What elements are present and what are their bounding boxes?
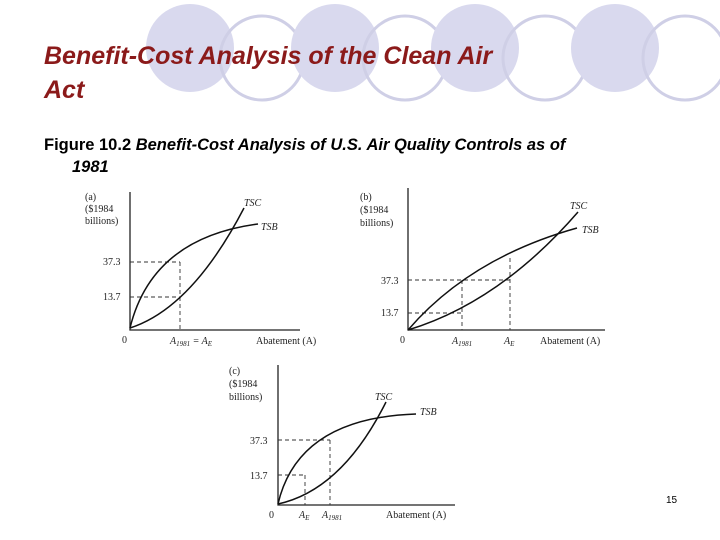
x-tick-label: A1981 = AE (169, 336, 213, 348)
guide-lines (408, 258, 511, 330)
y-tick-label: 13.7 (381, 308, 399, 319)
tick-sub: 1981 (458, 340, 472, 348)
tick-sub: E (207, 340, 213, 348)
x-tick-label: A1981 (451, 336, 472, 348)
curve-label: TSC (244, 198, 262, 209)
circle (291, 4, 379, 92)
panel-label: (b) (360, 192, 372, 203)
page-number: 15 (666, 495, 678, 506)
x-tick-label: AE (503, 336, 515, 348)
y-tick-label: 37.3 (250, 436, 268, 447)
tick-text: A (298, 510, 306, 521)
y-axis-label: billions) (229, 392, 262, 403)
curve-label: TSC (375, 392, 393, 403)
origin-label: 0 (269, 510, 274, 521)
panel-label: (a) (85, 192, 96, 203)
tsb-curve (277, 413, 417, 505)
y-axis-label: billions) (85, 216, 118, 227)
y-axis-label: ($1984 (85, 204, 113, 215)
x-axis-label: Abatement (A) (386, 510, 446, 521)
caption-text: Benefit-Cost Analysis of U.S. Air Qualit… (136, 136, 567, 154)
y-axis-label: ($1984 (360, 205, 388, 216)
title: Benefit-Cost Analysis of the Clean Air A… (43, 42, 499, 104)
curve-label: TSB (261, 222, 278, 233)
tick-sub: 1981 (328, 514, 342, 522)
tsb-curve (407, 227, 578, 331)
tick-text: = A (190, 336, 209, 347)
title-line: Benefit-Cost Analysis of the Clean Air (44, 42, 493, 70)
axes (277, 365, 455, 506)
x-tick-label: A1981 (321, 510, 342, 522)
tick-text: A (169, 336, 177, 347)
x-tick-label: AE (298, 510, 310, 522)
panel-c: (c) ($1984 billions) 37.3 13.7 0 TSC TSB… (229, 365, 455, 522)
y-tick-label: 37.3 (381, 276, 399, 287)
curve-label: TSB (582, 225, 599, 236)
decoration-circles (146, 4, 720, 102)
origin-label: 0 (122, 335, 127, 346)
panel-a: (a) ($1984 billions) 37.3 13.7 0 TSC TSB… (85, 192, 316, 348)
tick-text: A (451, 336, 459, 347)
tick-sub: E (304, 514, 310, 522)
circle (571, 4, 659, 92)
y-axis-label: billions) (360, 218, 393, 229)
x-axis-label: Abatement (A) (540, 336, 600, 347)
caption-text: 1981 (72, 158, 109, 176)
axes (129, 192, 300, 331)
circle (431, 4, 519, 92)
circle (641, 14, 720, 102)
tick-sub: E (509, 340, 515, 348)
tsc-curve (277, 401, 387, 505)
caption: Figure 10.2 Benefit-Cost Analysis of U.S… (44, 136, 570, 176)
title-line: Act (43, 76, 86, 104)
tsc-curve (129, 207, 245, 329)
tsc-curve (407, 211, 579, 331)
panel-label: (c) (229, 366, 240, 377)
tick-text: A (321, 510, 329, 521)
guide-lines (130, 261, 181, 330)
origin-label: 0 (400, 335, 405, 346)
curve-label: TSB (420, 407, 437, 418)
tick-text: A (503, 336, 511, 347)
x-axis-label: Abatement (A) (256, 336, 316, 347)
y-tick-label: 13.7 (103, 292, 121, 303)
tick-sub: 1981 (176, 340, 190, 348)
caption-number: Figure 10.2 (44, 136, 131, 154)
y-tick-label: 37.3 (103, 257, 121, 268)
tsb-curve (129, 223, 259, 329)
panel-b: (b) ($1984 billions) 37.3 13.7 0 TSC TSB… (360, 188, 605, 348)
y-tick-label: 13.7 (250, 471, 268, 482)
curve-label: TSC (570, 201, 588, 212)
circle (146, 4, 234, 92)
y-axis-label: ($1984 (229, 379, 257, 390)
